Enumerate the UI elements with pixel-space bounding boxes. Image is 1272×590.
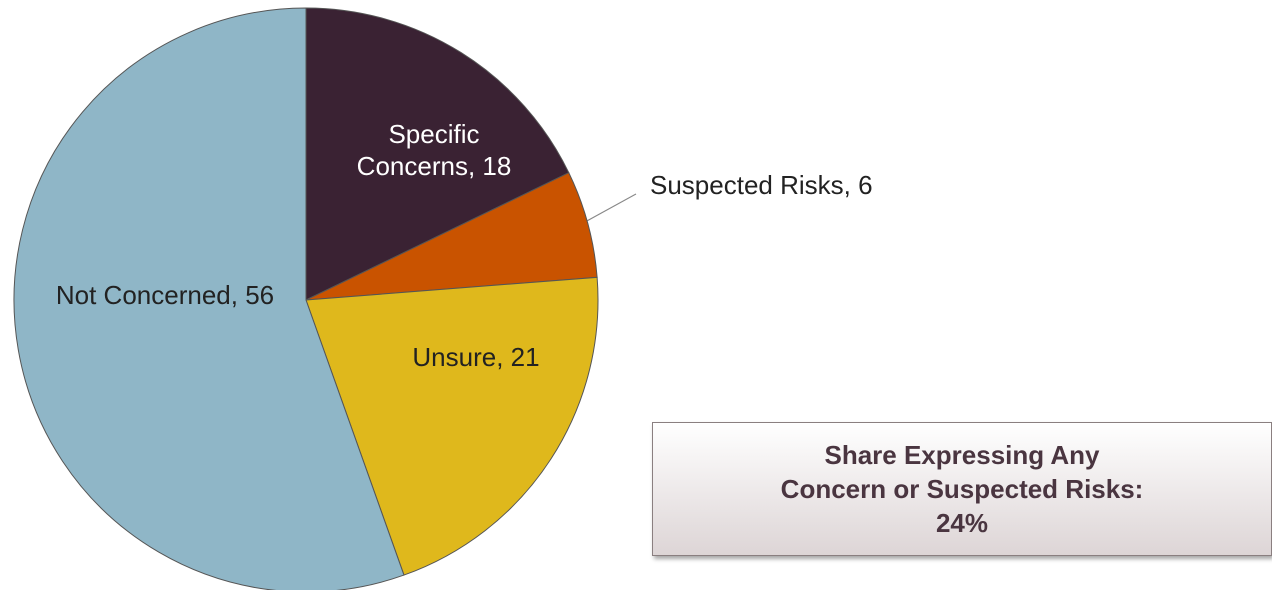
slice-label: Unsure, 21 (412, 342, 540, 372)
leader-line (584, 193, 637, 223)
pie-slice (305, 7, 570, 301)
annotation: Share Expressing Any Concern or Suspecte… (652, 422, 1272, 556)
pie-slice (305, 276, 599, 576)
slice-label: Not Concerned, 56 (55, 280, 275, 310)
slice-label: Specific Concerns, 18 (356, 119, 512, 181)
slice-label: Suspected Risks, 6 (650, 170, 873, 200)
pie-slice (13, 7, 405, 590)
